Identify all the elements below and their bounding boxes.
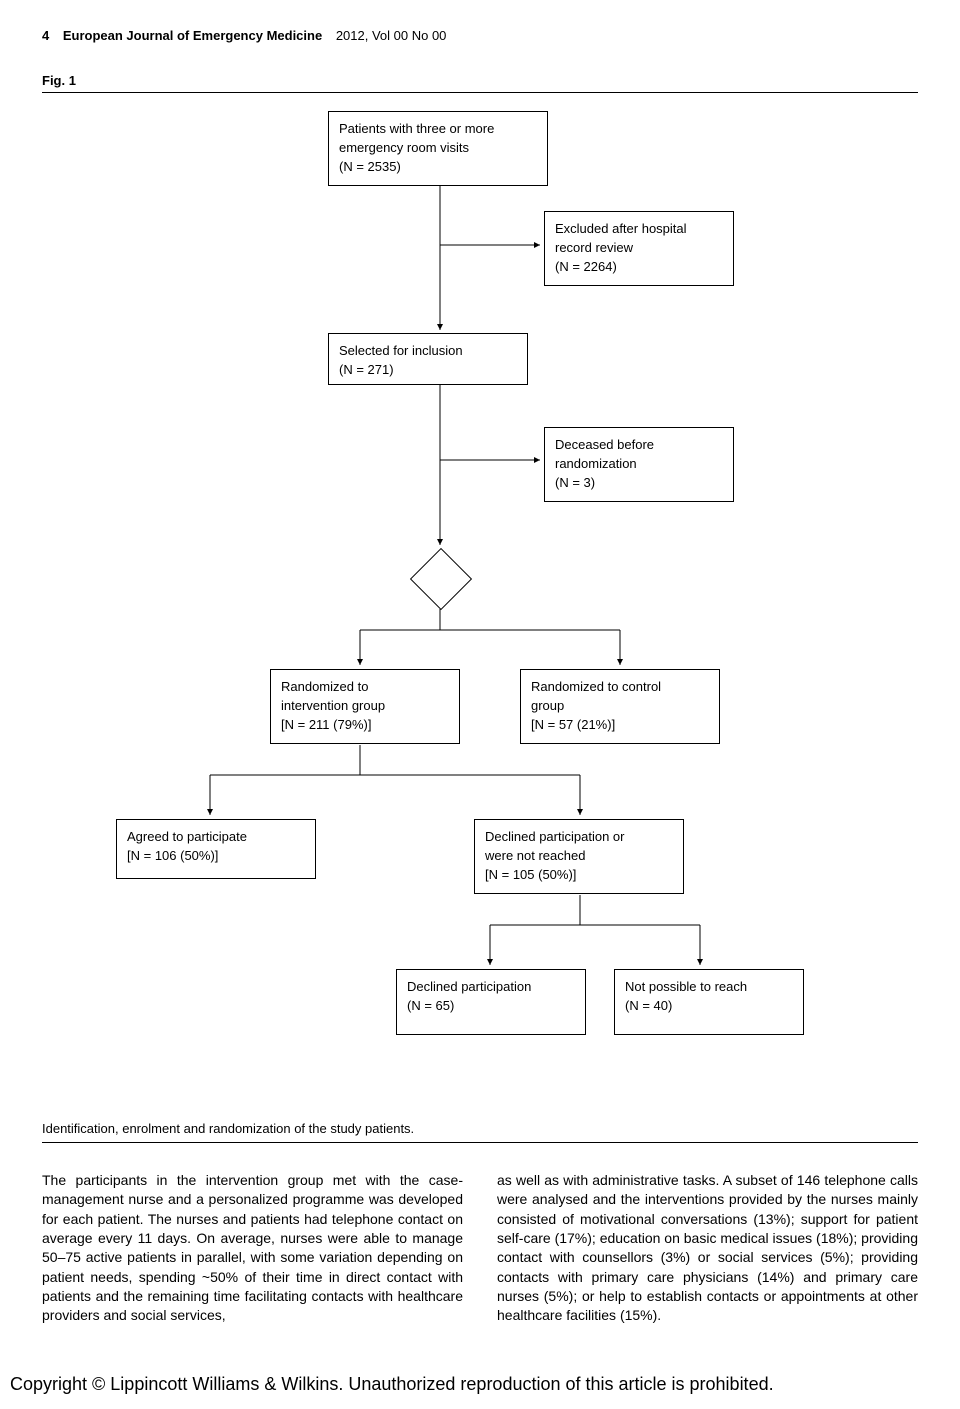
node-line: [N = 57 (21%)] [531, 716, 709, 735]
journal-title: European Journal of Emergency Medicine [63, 28, 322, 43]
node-line: (N = 271) [339, 361, 517, 380]
node-line: (N = 2264) [555, 258, 723, 277]
flow-decision-diamond [410, 548, 472, 610]
flow-node-selected: Selected for inclusion (N = 271) [328, 333, 528, 385]
body-column-right: as well as with administrative tasks. A … [497, 1171, 918, 1326]
node-line: record review [555, 239, 723, 258]
node-line: intervention group [281, 697, 449, 716]
flow-node-agreed: Agreed to participate [N = 106 (50%)] [116, 819, 316, 879]
issue-info: 2012, Vol 00 No 00 [336, 28, 447, 43]
body-column-left: The participants in the intervention gro… [42, 1171, 463, 1326]
figure-label: Fig. 1 [42, 73, 918, 88]
page: 4 European Journal of Emergency Medicine… [0, 0, 960, 1340]
body-text-columns: The participants in the intervention gro… [42, 1171, 918, 1326]
flowchart: Patients with three or more emergency ro… [60, 105, 900, 1115]
flow-node-deceased: Deceased before randomization (N = 3) [544, 427, 734, 502]
flow-node-declined-or-unreached: Declined participation or were not reach… [474, 819, 684, 894]
node-line: Patients with three or more [339, 120, 537, 139]
node-line: [N = 106 (50%)] [127, 847, 305, 866]
node-line: (N = 2535) [339, 158, 537, 177]
node-line: emergency room visits [339, 139, 537, 158]
node-line: randomization [555, 455, 723, 474]
flow-node-control: Randomized to control group [N = 57 (21%… [520, 669, 720, 744]
flow-node-excluded: Excluded after hospital record review (N… [544, 211, 734, 286]
node-line: (N = 3) [555, 474, 723, 493]
node-line: were not reached [485, 847, 673, 866]
node-line: Deceased before [555, 436, 723, 455]
flow-node-intervention: Randomized to intervention group [N = 21… [270, 669, 460, 744]
node-line: Excluded after hospital [555, 220, 723, 239]
flow-node-unreachable: Not possible to reach (N = 40) [614, 969, 804, 1035]
flowchart-connectors [60, 105, 900, 1115]
node-line: [N = 211 (79%)] [281, 716, 449, 735]
figure-rule-top [42, 92, 918, 93]
node-line: Agreed to participate [127, 828, 305, 847]
flow-node-declined: Declined participation (N = 65) [396, 969, 586, 1035]
node-line: Selected for inclusion [339, 342, 517, 361]
node-line: Declined participation or [485, 828, 673, 847]
page-number: 4 [42, 28, 49, 43]
figure-caption: Identification, enrolment and randomizat… [42, 1121, 918, 1136]
node-line: Not possible to reach [625, 978, 793, 997]
node-line: (N = 40) [625, 997, 793, 1016]
node-line: (N = 65) [407, 997, 575, 1016]
flow-node-start: Patients with three or more emergency ro… [328, 111, 548, 186]
node-line: [N = 105 (50%)] [485, 866, 673, 885]
node-line: Declined participation [407, 978, 575, 997]
node-line: group [531, 697, 709, 716]
copyright-notice: Copyright © Lippincott Williams & Wilkin… [0, 1370, 960, 1405]
running-head: 4 European Journal of Emergency Medicine… [42, 28, 918, 43]
node-line: Randomized to [281, 678, 449, 697]
node-line: Randomized to control [531, 678, 709, 697]
figure-rule-bottom [42, 1142, 918, 1143]
